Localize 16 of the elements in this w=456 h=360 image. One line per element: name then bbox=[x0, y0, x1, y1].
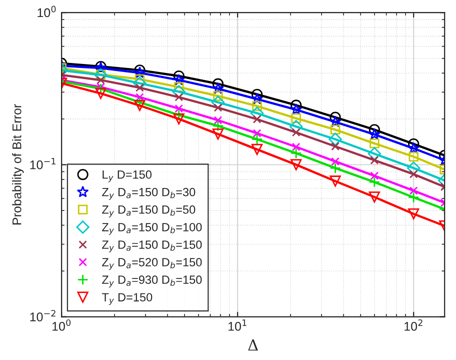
y-axis-title: Probability of Bit Error bbox=[12, 104, 24, 224]
legend-label: Z$_{y}$ D$_{a}$=150 D$_{b}$=100 bbox=[102, 222, 202, 235]
x-tick-label: 10$^{1}$ bbox=[228, 319, 246, 331]
legend-label: Z$_{y}$ D$_{a}$=150 D$_{b}$=50 bbox=[102, 205, 196, 218]
y-tick-label: 10$^{−1}$ bbox=[30, 158, 56, 170]
legend-label: L$_{y}$ D=150 bbox=[102, 170, 152, 182]
legend-label: Z$_{y}$ D$_{a}$=520 D$_{b}$=150 bbox=[102, 258, 202, 270]
x-tick-label: 10$^{0}$ bbox=[52, 319, 71, 331]
legend-label: T$_{y}$ D=150 bbox=[102, 293, 152, 305]
y-tick-label: 10$^{−2}$ bbox=[30, 310, 56, 322]
x-tick-label: 10$^{2}$ bbox=[404, 319, 422, 331]
y-tick-label: 10$^{0}$ bbox=[38, 6, 56, 18]
legend-label: Z$_{y}$ D$_{a}$=930 D$_{b}$=150 bbox=[102, 276, 202, 288]
legend-label: Z$_{y}$ D$_{a}$=150 D$_{b}$=150 bbox=[102, 240, 202, 252]
x-axis-title: Δ bbox=[248, 339, 258, 350]
legend-label: Z$_{y}$ D$_{a}$=150 D$_{b}$=30 bbox=[102, 188, 196, 200]
